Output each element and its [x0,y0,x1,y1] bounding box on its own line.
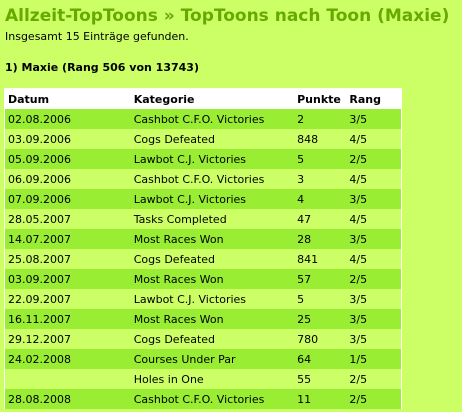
cell-date: 06.09.2006 [5,169,131,189]
cell-rank: 3/5 [346,309,401,329]
toptoons-table-container: Datum Kategorie Punkte Rang 02.08.2006 Ca… [4,88,402,409]
cell-category: Cogs Defeated [130,329,295,349]
cell-date: 05.09.2006 [5,149,131,169]
table-row: 24.02.2008 Courses Under Par 64 1/5 [5,349,401,369]
cell-category: Lawbot C.J. Victories [130,289,295,309]
table-row: 02.08.2006 Cashbot C.F.O. Victories 2 3/5 [5,109,401,129]
table-row: 05.09.2006 Lawbot C.J. Victories 5 2/5 [5,149,401,169]
cell-points: 55 [294,369,347,389]
table-body: 02.08.2006 Cashbot C.F.O. Victories 2 3/5 03… [5,109,401,409]
cell-points: 848 [294,129,347,149]
table-row: Holes in One 55 2/5 [5,369,401,389]
cell-points: 25 [294,309,347,329]
cell-rank: 3/5 [346,109,401,129]
cell-rank: 2/5 [346,149,401,169]
table-row: 03.09.2006 Cogs Defeated 848 4/5 [5,129,401,149]
cell-points: 5 [294,149,347,169]
cell-date: 02.08.2006 [5,109,131,129]
cell-category: Lawbot C.J. Victories [130,149,295,169]
table-row: 25.08.2007 Cogs Defeated 841 4/5 [5,249,401,269]
cell-rank: 4/5 [346,249,401,269]
cell-category: Holes in One [130,369,295,389]
breadcrumb-separator: » [163,6,175,26]
cell-category: Most Races Won [130,269,295,289]
cell-category: Cashbot C.F.O. Victories [130,109,295,129]
cell-date: 16.11.2007 [5,309,131,329]
cell-rank: 4/5 [346,209,401,229]
cell-rank: 4/5 [346,129,401,149]
cell-date: 14.07.2007 [5,229,131,249]
column-header-category: Kategorie [130,89,295,109]
cell-date: 22.09.2007 [5,289,131,309]
cell-category: Cashbot C.F.O. Victories [130,169,295,189]
column-header-rank: Rang [346,89,401,109]
cell-points: 780 [294,329,347,349]
cell-points: 841 [294,249,347,269]
cell-rank: 2/5 [346,389,401,409]
table-row: 03.09.2007 Most Races Won 57 2/5 [5,269,401,289]
cell-points: 2 [294,109,347,129]
section-title: 1) Maxie (Rang 506 von 13743) [5,61,199,74]
cell-rank: 3/5 [346,289,401,309]
cell-category: Most Races Won [130,229,295,249]
cell-category: Most Races Won [130,309,295,329]
cell-date: 28.08.2008 [5,389,131,409]
column-header-points: Punkte [294,89,347,109]
table-row: 29.12.2007 Cogs Defeated 780 3/5 [5,329,401,349]
toptoons-table: Datum Kategorie Punkte Rang 02.08.2006 Ca… [5,89,401,409]
cell-category: Cogs Defeated [130,249,295,269]
cell-date: 07.09.2006 [5,189,131,209]
cell-rank: 2/5 [346,269,401,289]
cell-category: Cashbot C.F.O. Victories [130,389,295,409]
home-link[interactable]: Allzeit-TopToons [5,6,158,26]
cell-points: 4 [294,189,347,209]
page-heading: Allzeit-TopToons » TopToons nach Toon (M… [5,4,462,28]
cell-points: 64 [294,349,347,369]
cell-date: 03.09.2007 [5,269,131,289]
cell-rank: 3/5 [346,329,401,349]
table-row: 22.09.2007 Lawbot C.J. Victories 5 3/5 [5,289,401,309]
page-title: TopToons nach Toon (Maxie) [180,6,450,26]
table-row: 16.11.2007 Most Races Won 25 3/5 [5,309,401,329]
cell-points: 28 [294,229,347,249]
cell-date [5,369,131,389]
table-row: 28.08.2008 Cashbot C.F.O. Victories 11 2/5 [5,389,401,409]
cell-points: 57 [294,269,347,289]
cell-category: Tasks Completed [130,209,295,229]
cell-date: 03.09.2006 [5,129,131,149]
results-count: Insgesamt 15 Einträge gefunden. [5,30,189,43]
table-row: 14.07.2007 Most Races Won 28 3/5 [5,229,401,249]
cell-rank: 1/5 [346,349,401,369]
cell-points: 11 [294,389,347,409]
cell-category: Cogs Defeated [130,129,295,149]
cell-date: 29.12.2007 [5,329,131,349]
cell-rank: 4/5 [346,169,401,189]
table-row: 06.09.2006 Cashbot C.F.O. Victories 3 4/5 [5,169,401,189]
cell-date: 28.05.2007 [5,209,131,229]
cell-rank: 3/5 [346,189,401,209]
cell-rank: 3/5 [346,229,401,249]
table-row: 28.05.2007 Tasks Completed 47 4/5 [5,209,401,229]
table-header-row: Datum Kategorie Punkte Rang [5,89,401,109]
column-header-date: Datum [5,89,131,109]
cell-date: 24.02.2008 [5,349,131,369]
cell-points: 47 [294,209,347,229]
cell-points: 3 [294,169,347,189]
cell-rank: 2/5 [346,369,401,389]
table-row: 07.09.2006 Lawbot C.J. Victories 4 3/5 [5,189,401,209]
cell-category: Lawbot C.J. Victories [130,189,295,209]
cell-points: 5 [294,289,347,309]
cell-date: 25.08.2007 [5,249,131,269]
cell-category: Courses Under Par [130,349,295,369]
